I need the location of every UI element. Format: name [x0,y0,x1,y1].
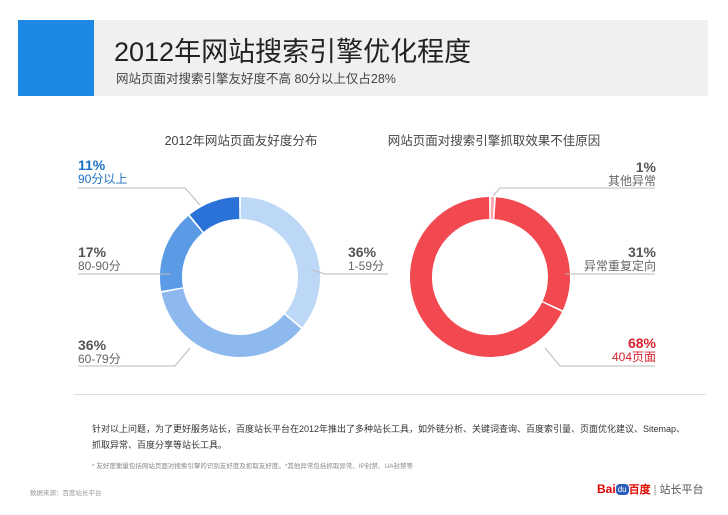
slice-1-59 [240,197,320,328]
data-source: 数据来源：百度站长平台 [30,490,102,497]
chart-title-crawl-issues: 网站页面对搜索引擎抓取效果不佳原因 [387,134,601,148]
slice-90-above [189,197,240,233]
leader-1-59 [311,269,388,275]
leader-60-79 [78,347,191,367]
page-title: 2012年网站搜索引擎优化程度 [114,37,472,67]
leader-90-above [78,187,201,206]
slice-name: 1-59分 [348,259,385,273]
slice-pct: 1% [635,159,656,175]
donut-friendliness [160,197,320,357]
slice-name: 90分以上 [78,172,128,186]
slice-60-79 [161,288,302,357]
slice-pct: 11% [78,157,106,173]
slice-404 [410,197,562,357]
slice-pct: 17% [78,244,107,260]
slice-redirect [493,197,570,311]
page-subtitle: 网站页面对搜索引擎友好度不高 80分以上仅占28% [116,72,396,86]
logo-baidu-cn: 百度 [628,484,651,496]
footnote: * 友好度衡量包括网站页面对搜索引擎的识别友好度及抓取友好度。*其他异常包括抓取… [92,463,414,470]
slice-label-90-above: 11% 90分以上 [78,158,127,186]
slice-pct: 31% [627,244,656,260]
leader-other-errors [492,187,655,197]
divider [74,394,706,395]
slice-80-90 [160,215,203,292]
slice-label-60-79: 36% 60-79分 [78,338,121,366]
chart-title-friendliness: 2012年网站页面友好度分布 [164,134,318,148]
slice-name: 404页面 [611,350,656,364]
donut-crawl-issues [410,197,570,357]
slice-label-other-errors: 1% 其他异常 [608,160,656,188]
logo-platform: 站长平台 [659,484,704,496]
slice-pct: 36% [348,244,377,260]
header-accent-block [18,20,94,96]
leader-404 [544,347,655,367]
slice-pct: 36% [78,337,107,353]
slice-label-redirect: 31% 异常重复定向 [584,245,656,273]
baidu-logo: Bai du 百度 | 站长平台 [597,481,703,497]
slice-label-404: 68% 404页面 [612,336,656,364]
leader-lines [78,187,655,367]
logo-separator: | [653,484,657,496]
slice-name: 60-79分 [78,352,121,366]
slice-label-80-90: 17% 80-90分 [78,245,121,273]
slice-pct: 68% [627,335,656,351]
note-text: 针对以上问题，为了更好服务站长，百度站长平台在2012年推出了多种站长工具，如外… [92,424,686,450]
slice-name: 异常重复定向 [583,259,656,273]
logo-paw-du: du [615,484,629,495]
header-band [18,20,708,96]
slice-name: 80-90分 [78,259,121,273]
slice-label-1-59: 36% 1-59分 [348,245,384,273]
slice-name: 其他异常 [607,174,656,188]
logo-bai: Bai [597,482,616,496]
